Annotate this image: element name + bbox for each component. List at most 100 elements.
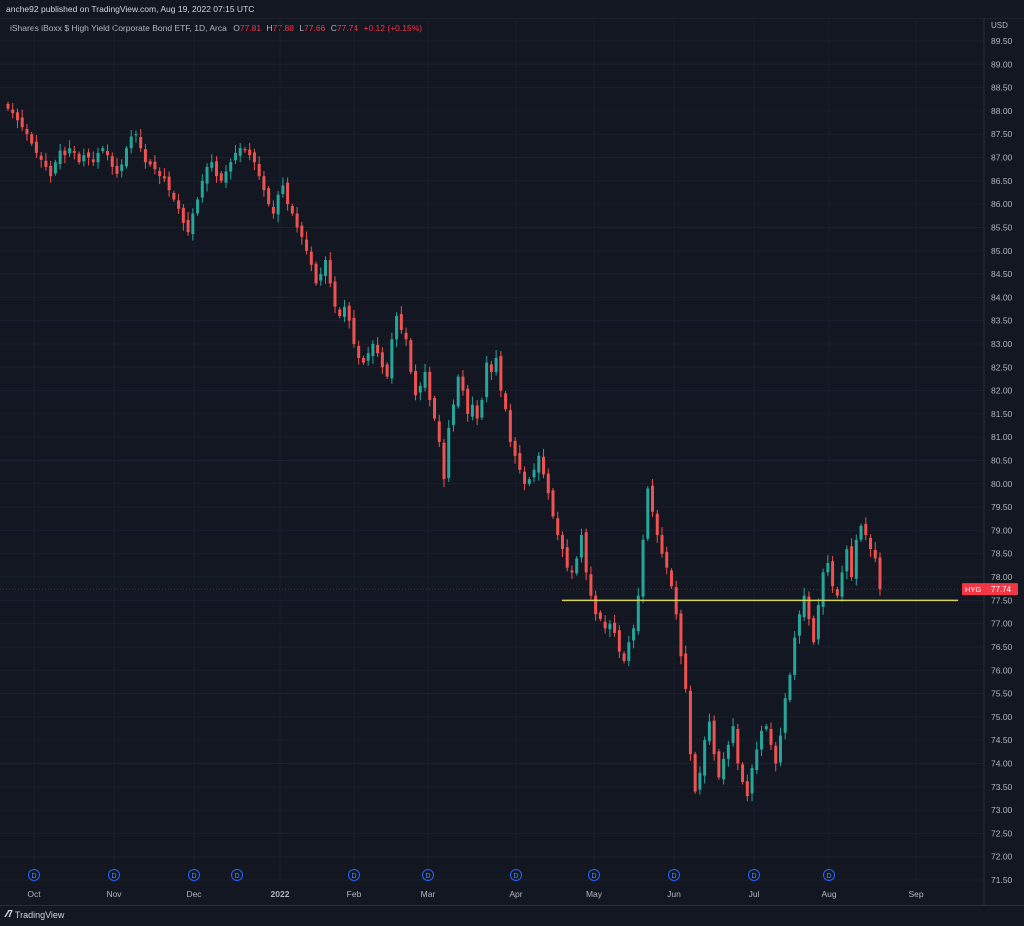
dividend-marker-icon bbox=[231, 869, 243, 881]
time-tick-label: Nov bbox=[106, 889, 122, 899]
candle-body bbox=[451, 404, 455, 426]
candle-body bbox=[750, 768, 754, 794]
candle-body bbox=[783, 698, 787, 733]
price-tick-label: 86.50 bbox=[991, 176, 1013, 186]
price-tick-label: 89.50 bbox=[991, 36, 1013, 46]
time-tick-label: May bbox=[586, 889, 603, 899]
candle-body bbox=[110, 156, 114, 167]
candle-body bbox=[91, 159, 95, 163]
candle-body bbox=[153, 161, 157, 170]
candle-body bbox=[219, 173, 223, 181]
price-tick-label: 75.50 bbox=[991, 689, 1013, 699]
price-tick-label: 72.50 bbox=[991, 828, 1013, 838]
candle-body bbox=[143, 149, 147, 163]
candle-body bbox=[485, 362, 489, 398]
candle-body bbox=[850, 546, 854, 578]
candle-body bbox=[380, 352, 384, 368]
dividend-marker-icon bbox=[823, 869, 835, 881]
dividend-marker-label: D bbox=[513, 873, 518, 880]
candle-body bbox=[243, 149, 247, 151]
candle-body bbox=[215, 161, 219, 177]
price-tick-label: 83.00 bbox=[991, 339, 1013, 349]
candle-body bbox=[134, 134, 138, 136]
candle-body bbox=[864, 523, 868, 536]
price-tick-label: 80.00 bbox=[991, 479, 1013, 489]
candle-body bbox=[551, 490, 555, 517]
candle-body bbox=[869, 537, 873, 550]
time-tick-label: Jun bbox=[667, 889, 681, 899]
candle-body bbox=[167, 176, 171, 191]
last-price-tag-bg bbox=[962, 583, 1018, 596]
candle-body bbox=[504, 393, 508, 410]
candle-body bbox=[191, 213, 195, 234]
candle-body bbox=[361, 357, 365, 363]
candle-body bbox=[433, 398, 437, 419]
price-tick-label: 89.00 bbox=[991, 59, 1013, 69]
candle-body bbox=[224, 171, 228, 183]
time-axis[interactable]: Oct Nov Dec 2022 Feb Mar Apr May Jun Jul Aug Sep bbox=[27, 889, 923, 899]
price-tick-label: 78.00 bbox=[991, 572, 1013, 582]
candle-body bbox=[357, 345, 361, 358]
candle-body bbox=[707, 721, 711, 742]
price-tick-label: 74.50 bbox=[991, 735, 1013, 745]
candle-body bbox=[390, 339, 394, 379]
candle-body bbox=[774, 745, 778, 764]
candle-body bbox=[428, 371, 432, 400]
candle-body bbox=[741, 764, 745, 783]
candle-body bbox=[570, 570, 574, 573]
dividend-marker-icon bbox=[510, 869, 522, 881]
price-axis[interactable]: 89.50 89.00 88.50 88.00 87.50 87.00 86.50 86.00… bbox=[991, 36, 1013, 885]
time-tick-label: 2022 bbox=[271, 889, 290, 899]
candle-body bbox=[835, 589, 839, 596]
price-tick-label: 82.50 bbox=[991, 362, 1013, 372]
price-tick-label: 74.00 bbox=[991, 758, 1013, 768]
price-tick-label: 78.50 bbox=[991, 549, 1013, 559]
candle-body bbox=[651, 485, 655, 512]
candle-body bbox=[821, 572, 825, 607]
candle-body bbox=[646, 488, 650, 539]
candle-body bbox=[115, 165, 119, 174]
candle-body bbox=[442, 442, 446, 480]
candle-body bbox=[158, 171, 162, 177]
candle-body bbox=[181, 207, 185, 223]
candle-body bbox=[205, 166, 209, 184]
candle-body bbox=[589, 574, 593, 596]
candle-body bbox=[290, 206, 294, 214]
candle-body bbox=[447, 427, 451, 479]
footer bbox=[0, 905, 1024, 926]
tradingview-logo[interactable]: ⁄⁄7 TradingView bbox=[6, 909, 64, 920]
candle-body bbox=[617, 630, 621, 652]
candle-body bbox=[300, 225, 304, 237]
candle-body bbox=[347, 305, 351, 321]
candle-body bbox=[854, 539, 858, 579]
candle-body bbox=[513, 440, 517, 456]
price-tick-label: 84.50 bbox=[991, 269, 1013, 279]
candle-body bbox=[252, 152, 256, 163]
candle-body bbox=[77, 153, 81, 163]
candle-body bbox=[518, 453, 522, 470]
dividend-marker-icon bbox=[748, 869, 760, 881]
candle-body bbox=[636, 595, 640, 632]
price-tick-label: 88.50 bbox=[991, 83, 1013, 93]
price-tick-label: 83.50 bbox=[991, 316, 1013, 326]
dividend-marker-icon bbox=[108, 869, 120, 881]
candle-body bbox=[816, 604, 820, 640]
candle-body bbox=[660, 535, 664, 554]
candle-body bbox=[72, 151, 76, 153]
dividend-marker-label: D bbox=[234, 873, 239, 880]
time-tick-label: Sep bbox=[908, 889, 923, 899]
symbol-description: iShares iBoxx $ High Yield Corporate Bon… bbox=[10, 23, 227, 33]
candle-body bbox=[324, 260, 328, 276]
candle-body bbox=[632, 628, 636, 641]
time-tick-label: Feb bbox=[347, 889, 362, 899]
candle-body bbox=[688, 690, 692, 755]
candle-body bbox=[314, 263, 318, 284]
candlestick-chart[interactable]: 89.50 89.00 88.50 88.00 87.50 87.00 86.50 86.00… bbox=[0, 0, 1024, 905]
price-tick-label: 77.00 bbox=[991, 619, 1013, 629]
candle-body bbox=[106, 151, 110, 156]
candle-body bbox=[622, 653, 626, 661]
publish-info: anche92 published on TradingView.com, Au… bbox=[6, 4, 255, 14]
candle-body bbox=[778, 735, 782, 763]
candle-body bbox=[594, 595, 598, 615]
candle-body bbox=[376, 344, 380, 354]
